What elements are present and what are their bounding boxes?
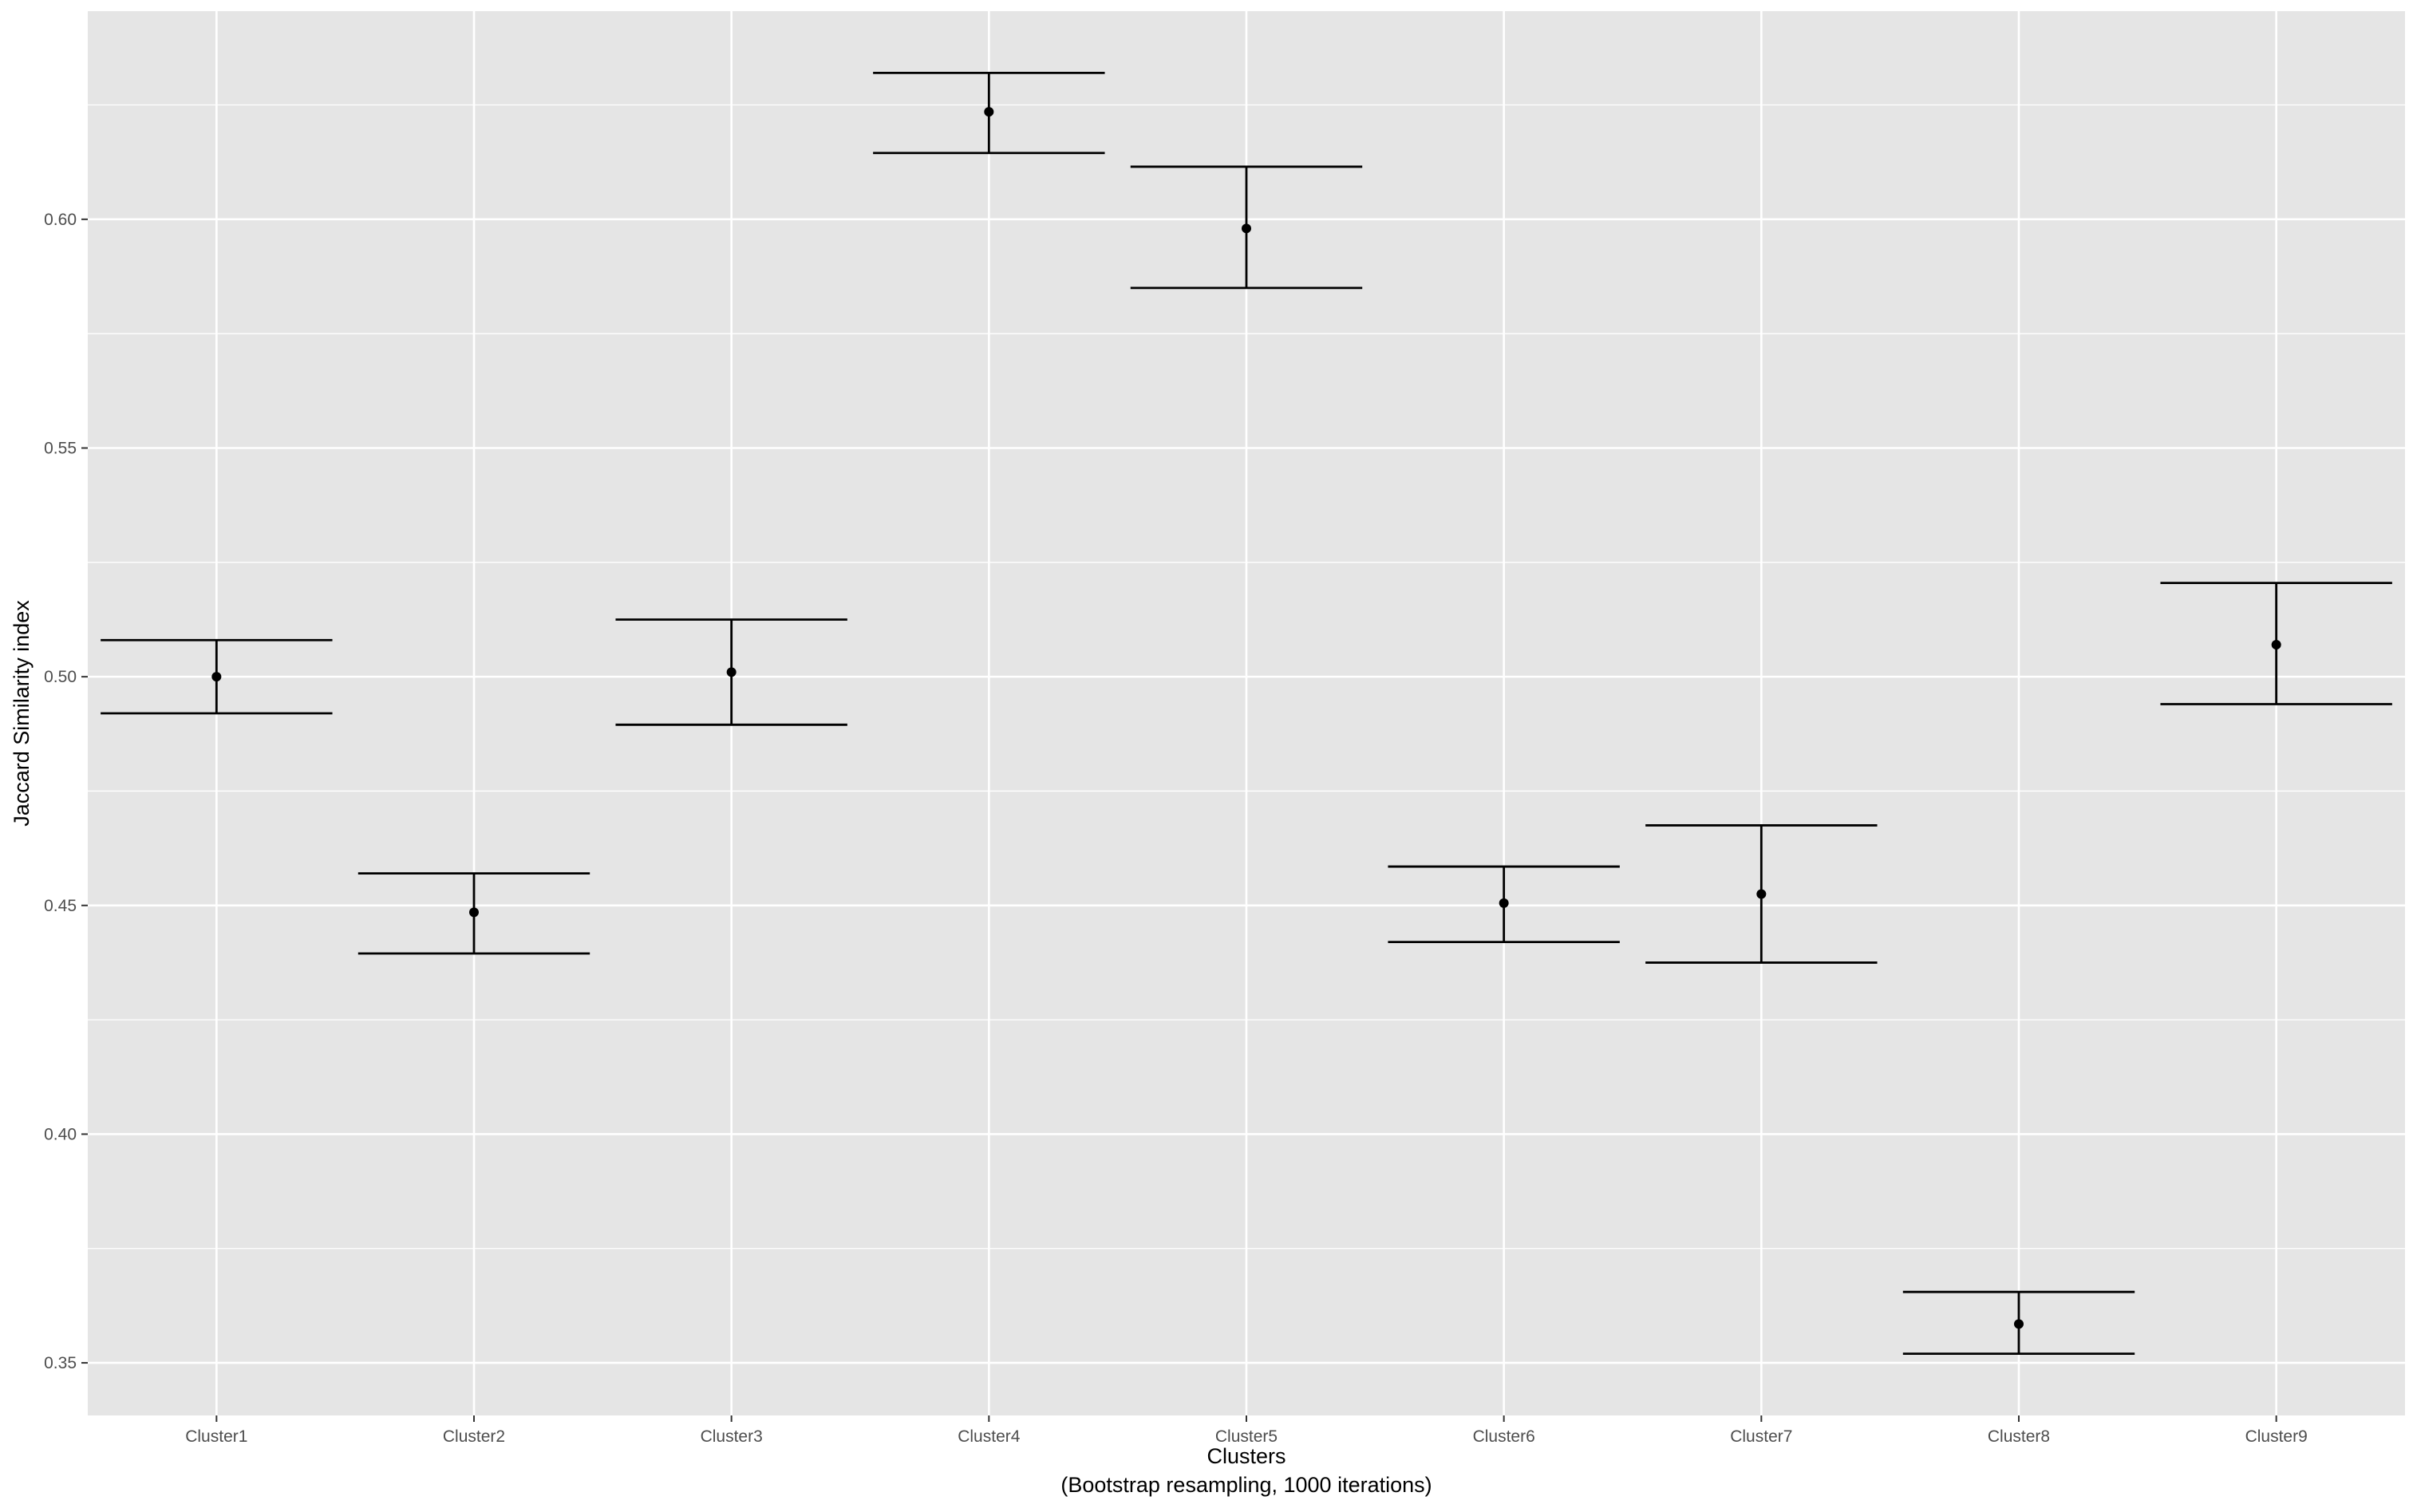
x-axis-title: Clusters (1206, 1444, 1285, 1468)
error-bar-cluster2 (357, 872, 590, 955)
ticks-layer: 0.35 0.40 0.45 0.50 0.55 0.60 Cluster1 Cluster2… (44, 211, 2308, 1446)
error-bar-cluster3 (615, 618, 847, 726)
y-tick-label: 0.45 (44, 897, 77, 915)
data-point (984, 107, 994, 117)
x-axis-subtitle: (Bootstrap resampling, 1000 iterations) (1060, 1473, 1432, 1497)
data-point (1499, 898, 1509, 908)
data-point (2014, 1319, 2024, 1329)
x-tick-label: Cluster1 (185, 1427, 247, 1446)
error-bar-cluster7 (1645, 824, 1878, 964)
x-tick-label: Cluster3 (701, 1427, 763, 1446)
data-point (1756, 889, 1767, 899)
error-bar-cluster1 (101, 638, 333, 715)
y-tick-label: 0.55 (44, 439, 77, 457)
error-bar-cluster8 (1902, 1290, 2135, 1356)
error-bar-cluster4 (873, 71, 1105, 155)
x-tick-label: Cluster2 (443, 1427, 505, 1446)
x-tick-label: Cluster5 (1215, 1427, 1278, 1446)
x-tick-label: Cluster4 (958, 1427, 1021, 1446)
y-tick-label: 0.50 (44, 668, 77, 686)
data-point (1242, 223, 1251, 234)
data-point (469, 907, 479, 918)
x-tick-label: Cluster7 (1730, 1427, 1792, 1446)
x-tick-label: Cluster8 (1988, 1427, 2050, 1446)
y-tick-label: 0.40 (44, 1125, 77, 1143)
error-bar-cluster9 (2160, 582, 2392, 705)
data-point (2271, 640, 2281, 650)
data-point (726, 667, 737, 677)
y-axis-title: Jaccard Similarity index (10, 600, 34, 827)
y-tick-label: 0.35 (44, 1354, 77, 1372)
marks-layer (101, 71, 2392, 1356)
x-tick-label: Cluster9 (2245, 1427, 2308, 1446)
error-bar-cluster6 (1388, 865, 1620, 944)
data-point (211, 672, 222, 682)
x-tick-label: Cluster6 (1473, 1427, 1535, 1446)
y-tick-label: 0.60 (44, 211, 77, 229)
error-bar-cluster5 (1130, 165, 1363, 290)
